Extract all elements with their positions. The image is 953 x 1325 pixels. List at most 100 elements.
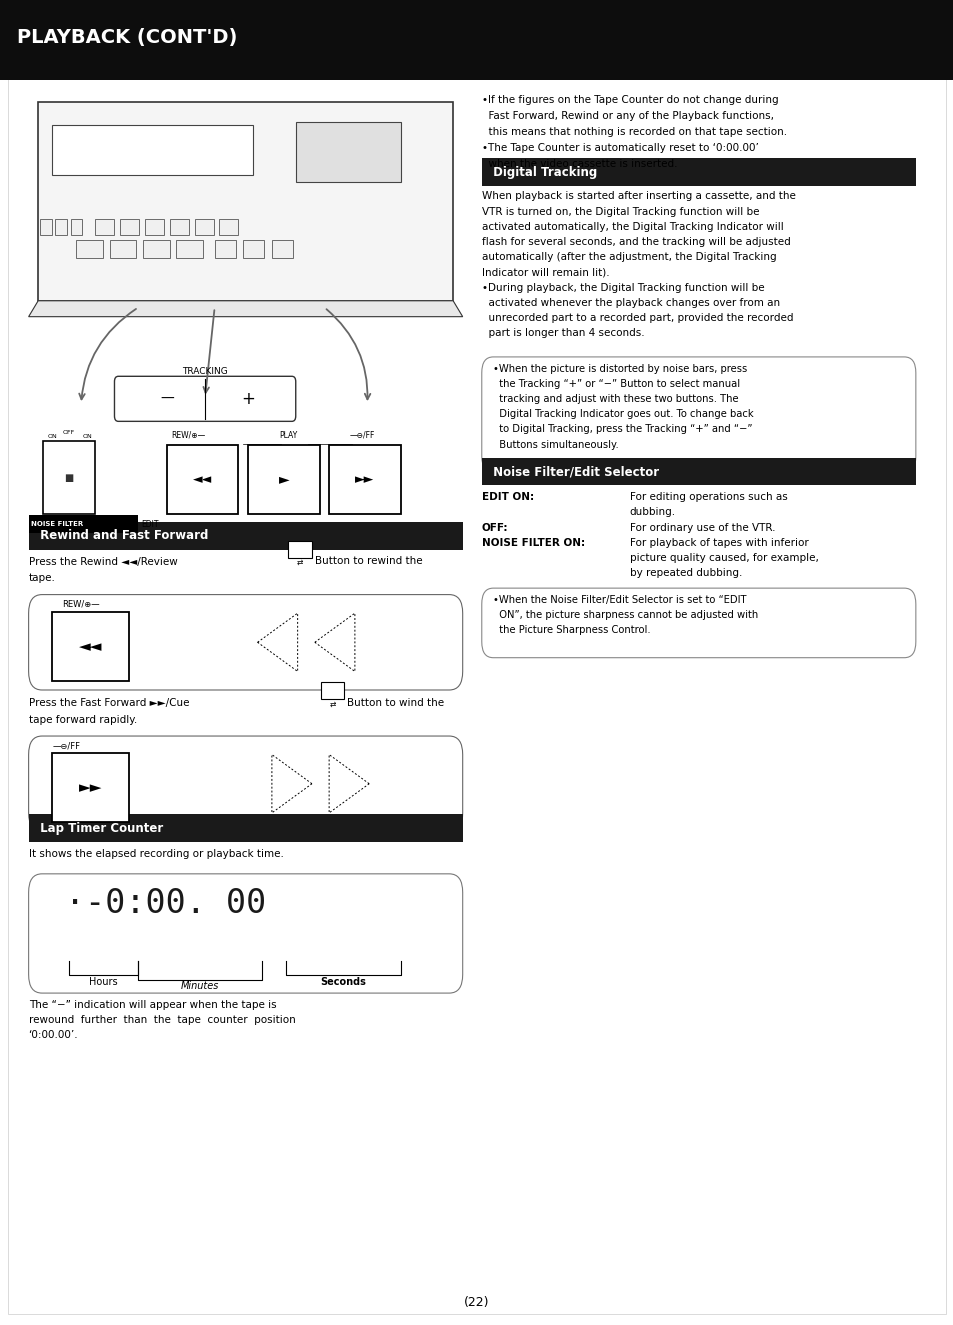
FancyBboxPatch shape (114, 376, 295, 421)
Text: dubbing.: dubbing. (629, 507, 675, 517)
Text: rewound  further  than  the  tape  counter  position: rewound further than the tape counter po… (29, 1015, 295, 1026)
Bar (176, 240, 203, 258)
Text: ON”, the picture sharpness cannot be adjusted with: ON”, the picture sharpness cannot be adj… (493, 610, 758, 620)
Text: activated whenever the playback changes over from an: activated whenever the playback changes … (481, 298, 780, 307)
Text: ·-0:00. 00: ·-0:00. 00 (65, 888, 266, 920)
Text: EDIT ON:: EDIT ON: (481, 492, 534, 502)
Text: tape.: tape. (29, 574, 55, 583)
Text: ►►: ►► (79, 780, 102, 795)
Bar (29, 515, 138, 533)
Text: PLAYBACK (CONT'D): PLAYBACK (CONT'D) (17, 28, 237, 46)
Text: For ordinary use of the VTR.: For ordinary use of the VTR. (629, 522, 775, 533)
FancyBboxPatch shape (481, 356, 915, 472)
Bar (76, 240, 103, 258)
Text: Button to wind the: Button to wind the (347, 698, 444, 708)
Text: the Tracking “+” or “−” Button to select manual: the Tracking “+” or “−” Button to select… (493, 379, 740, 388)
Text: the Picture Sharpness Control.: the Picture Sharpness Control. (493, 625, 650, 635)
Text: Buttons simultaneously.: Buttons simultaneously. (493, 440, 618, 449)
FancyBboxPatch shape (29, 595, 462, 690)
Bar (320, 682, 344, 700)
Bar (95, 219, 114, 235)
Text: When playback is started after inserting a cassette, and the: When playback is started after inserting… (481, 191, 795, 201)
Bar (52, 753, 129, 822)
Bar (170, 219, 189, 235)
Text: Fast Forward, Rewind or any of the Playback functions,: Fast Forward, Rewind or any of the Playb… (481, 111, 773, 122)
Text: picture quality caused, for example,: picture quality caused, for example, (629, 553, 818, 563)
Bar (120, 219, 139, 235)
Bar (214, 240, 235, 258)
Bar (71, 219, 82, 235)
Text: ‘0:00.00’.: ‘0:00.00’. (29, 1031, 78, 1040)
Text: ⇄: ⇄ (330, 700, 335, 709)
Text: For playback of tapes with inferior: For playback of tapes with inferior (629, 538, 807, 547)
Text: Noise Filter/Edit Selector: Noise Filter/Edit Selector (489, 465, 659, 478)
Bar (145, 219, 164, 235)
Text: automatically (after the adjustment, the Digital Tracking: automatically (after the adjustment, the… (481, 252, 776, 262)
Text: The “−” indication will appear when the tape is: The “−” indication will appear when the … (29, 1000, 276, 1010)
Text: ⇄: ⇄ (296, 558, 303, 567)
Text: —: — (160, 392, 173, 405)
Text: Button to rewind the: Button to rewind the (314, 556, 422, 567)
Text: NOISE FILTER ON:: NOISE FILTER ON: (481, 538, 584, 547)
Bar (288, 541, 312, 558)
Bar (243, 240, 264, 258)
Text: ►: ► (278, 473, 289, 486)
Bar (52, 612, 129, 681)
Text: Press the Rewind ◄◄/Review: Press the Rewind ◄◄/Review (29, 556, 177, 567)
Text: ◄◄: ◄◄ (79, 639, 102, 653)
Bar (329, 445, 400, 514)
Text: VTR is turned on, the Digital Tracking function will be: VTR is turned on, the Digital Tracking f… (481, 207, 759, 216)
Text: •When the picture is distorted by noise bars, press: •When the picture is distorted by noise … (493, 363, 747, 374)
Text: OFF: OFF (63, 429, 74, 435)
Text: ON: ON (83, 433, 92, 439)
Text: Digital Tracking: Digital Tracking (489, 166, 597, 179)
FancyBboxPatch shape (29, 737, 462, 832)
Text: Rewind and Fast Forward: Rewind and Fast Forward (36, 530, 209, 542)
Text: Digital Tracking Indicator goes out. To change back: Digital Tracking Indicator goes out. To … (493, 409, 753, 419)
Text: flash for several seconds, and the tracking will be adjusted: flash for several seconds, and the track… (481, 237, 790, 246)
Text: EDIT: EDIT (141, 519, 158, 529)
Bar (43, 441, 95, 514)
Text: unrecorded part to a recorded part, provided the recorded: unrecorded part to a recorded part, prov… (481, 313, 793, 323)
Bar (29, 814, 462, 843)
Text: activated automatically, the Digital Tracking Indicator will: activated automatically, the Digital Tra… (481, 221, 782, 232)
Text: tracking and adjust with these two buttons. The: tracking and adjust with these two butto… (493, 394, 738, 404)
Text: NOISE FILTER: NOISE FILTER (31, 521, 84, 527)
Bar (110, 240, 136, 258)
Bar (481, 457, 915, 485)
Bar (167, 445, 238, 514)
Bar (194, 219, 213, 235)
Bar (38, 102, 453, 301)
Bar (29, 522, 462, 550)
FancyBboxPatch shape (481, 588, 915, 657)
Text: Minutes: Minutes (181, 980, 219, 991)
Text: tape forward rapidly.: tape forward rapidly. (29, 714, 136, 725)
Bar (52, 125, 253, 175)
Bar (40, 219, 51, 235)
Text: (22): (22) (464, 1296, 489, 1309)
Text: part is longer than 4 seconds.: part is longer than 4 seconds. (481, 329, 643, 338)
Text: when the video cassette is inserted.: when the video cassette is inserted. (481, 159, 677, 170)
Text: +: + (241, 390, 254, 408)
Text: TRACKING: TRACKING (182, 367, 228, 376)
Text: ◄◄: ◄◄ (193, 473, 213, 486)
Text: ■: ■ (65, 473, 73, 482)
Text: by repeated dubbing.: by repeated dubbing. (629, 568, 741, 578)
FancyBboxPatch shape (29, 874, 462, 994)
Text: OFF:: OFF: (481, 522, 508, 533)
Text: •If the figures on the Tape Counter do not change during: •If the figures on the Tape Counter do n… (481, 95, 778, 106)
Text: Lap Timer Counter: Lap Timer Counter (36, 822, 163, 835)
Text: —⊖/FF: —⊖/FF (52, 742, 80, 750)
Text: Indicator will remain lit).: Indicator will remain lit). (481, 268, 609, 277)
Bar (272, 240, 293, 258)
Bar (295, 122, 400, 182)
Text: •During playback, the Digital Tracking function will be: •During playback, the Digital Tracking f… (481, 282, 763, 293)
Text: •The Tape Counter is automatically reset to ‘0:00.00’: •The Tape Counter is automatically reset… (481, 143, 758, 154)
Text: REW/⊕—: REW/⊕— (172, 431, 206, 440)
Bar (0, 0, 953, 80)
Text: It shows the elapsed recording or playback time.: It shows the elapsed recording or playba… (29, 849, 283, 859)
Text: to Digital Tracking, press the Tracking “+” and “−”: to Digital Tracking, press the Tracking … (493, 424, 752, 435)
Bar (219, 219, 238, 235)
Text: ►►: ►► (355, 473, 375, 486)
Polygon shape (29, 301, 462, 317)
